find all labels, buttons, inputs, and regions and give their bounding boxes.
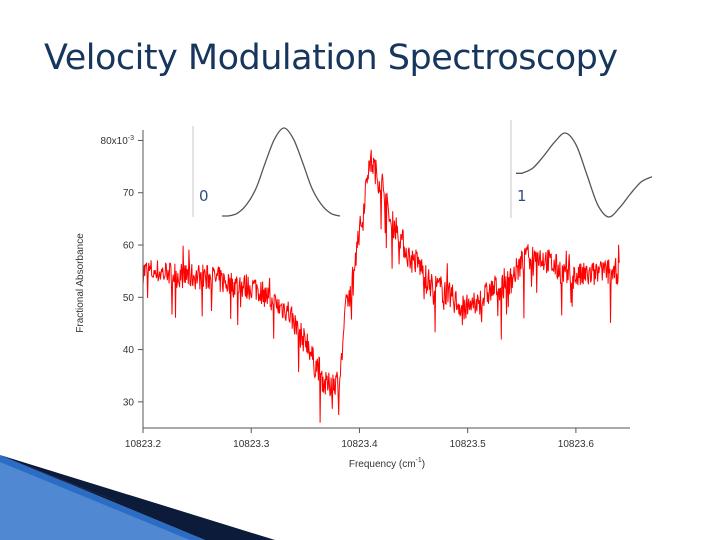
inset-0-label: 0 bbox=[199, 187, 209, 205]
y-tick-label: 80x10-3 bbox=[101, 135, 135, 147]
inset-zeroth-derivative: 0 bbox=[192, 126, 341, 217]
x-tick-label: 10823.3 bbox=[233, 439, 270, 450]
x-tick-label: 10823.6 bbox=[558, 439, 595, 450]
x-axis-label-sup: -1 bbox=[416, 457, 422, 464]
y-multiplier-sup: -3 bbox=[128, 135, 134, 142]
inset-0-curve bbox=[222, 127, 341, 217]
x-ticks: 10823.2 10823.3 10823.4 10823.5 10823.6 bbox=[125, 428, 594, 450]
y-ticks: 30 40 50 60 70 80x10-3 bbox=[101, 135, 143, 408]
x-axis-label-main: Frequency (cm bbox=[349, 459, 416, 470]
x-tick-label: 10823.2 bbox=[125, 439, 162, 450]
corner-decoration bbox=[0, 455, 275, 540]
x-tick-label: 10823.4 bbox=[341, 439, 378, 450]
y-axis-label: Fractional Absorbance bbox=[75, 233, 86, 333]
series-trace bbox=[142, 149, 620, 423]
wedge-light bbox=[0, 462, 190, 540]
y-tick-label-main: 80x10 bbox=[101, 136, 129, 147]
y-tick-label: 70 bbox=[123, 188, 135, 199]
inset-1-label: 1 bbox=[517, 187, 527, 205]
y-tick-label: 60 bbox=[123, 241, 135, 252]
y-tick-label: 30 bbox=[123, 397, 135, 408]
wedge-dark-1 bbox=[0, 455, 275, 540]
inset-1-curve bbox=[516, 132, 653, 218]
wedge-dark-2 bbox=[0, 455, 140, 510]
x-axis-label: Frequency (cm-1) bbox=[349, 457, 425, 470]
y-tick-label: 50 bbox=[123, 293, 135, 304]
x-axis-label-end: ) bbox=[422, 459, 425, 470]
main-trace-group bbox=[142, 149, 620, 423]
x-tick-label: 10823.5 bbox=[450, 439, 487, 450]
slide-title: Velocity Modulation Spectroscopy bbox=[44, 38, 618, 78]
inset-first-derivative: 1 bbox=[510, 120, 653, 218]
y-tick-label: 40 bbox=[123, 345, 135, 356]
